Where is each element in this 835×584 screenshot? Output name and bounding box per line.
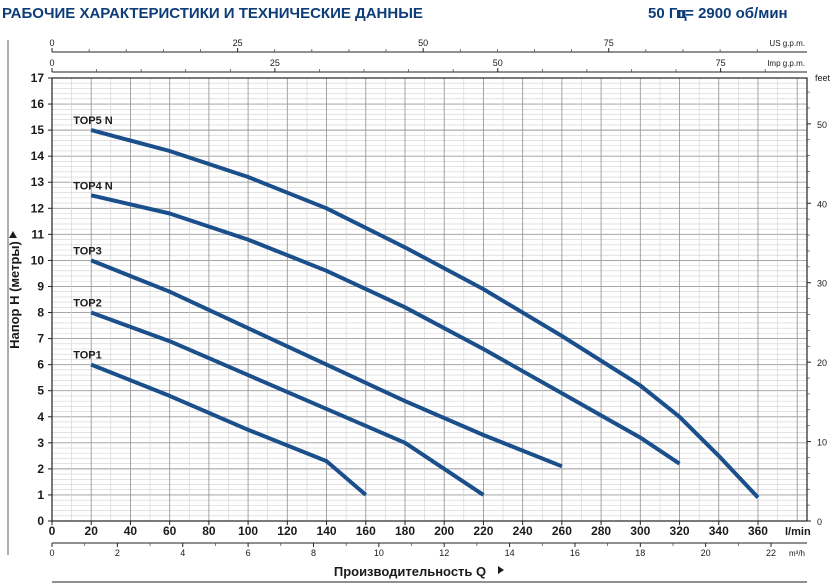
y-axis-title: Напор H (метры) xyxy=(7,241,22,349)
y-tick-label: 6 xyxy=(37,358,44,372)
feet-tick-label: 10 xyxy=(817,438,827,448)
y-tick-label: 16 xyxy=(31,97,45,111)
feet-unit-label: feet xyxy=(815,73,831,83)
feet-tick-label: 40 xyxy=(817,199,827,209)
series-line xyxy=(90,258,563,469)
x-tick-label: 40 xyxy=(124,524,138,538)
m3h-tick-label: 22 xyxy=(766,548,776,558)
us-gpm-tick-label: 25 xyxy=(233,38,243,48)
series-line xyxy=(90,128,760,499)
y-tick-label: 7 xyxy=(37,332,44,346)
x-tick-label: 360 xyxy=(748,524,768,538)
imp-gpm-unit-label: Imp g.p.m. xyxy=(767,59,805,68)
y-tick-label: 3 xyxy=(37,436,44,450)
series-label: TOP5 N xyxy=(73,115,113,127)
m3h-tick-label: 16 xyxy=(570,548,580,558)
frequency-label: 50 Гц xyxy=(648,5,687,22)
us-gpm-tick-label: 50 xyxy=(418,38,428,48)
series-label: TOP2 xyxy=(73,298,102,310)
chart-title: РАБОЧИЕ ХАРАКТЕРИСТИКИ И ТЕХНИЧЕСКИЕ ДАН… xyxy=(2,5,423,22)
series-label: TOP4 N xyxy=(73,180,113,192)
y-tick-label: 2 xyxy=(37,462,44,476)
x-tick-label: 60 xyxy=(163,524,177,538)
y-tick-label: 11 xyxy=(31,227,44,241)
feet-tick-label: 30 xyxy=(817,279,827,289)
y-tick-label: 4 xyxy=(37,410,44,424)
y-tick-label: 12 xyxy=(31,201,45,215)
x-tick-label: 300 xyxy=(630,524,650,538)
y-tick-label: 10 xyxy=(31,253,45,267)
grid xyxy=(52,77,807,522)
x-tick-label: 320 xyxy=(670,524,690,538)
x-tick-label: 200 xyxy=(434,524,454,538)
m3h-tick-label: 20 xyxy=(701,548,711,558)
m3h-tick-label: 14 xyxy=(505,548,515,558)
series-label: TOP1 xyxy=(73,350,102,362)
m3h-tick-label: 0 xyxy=(49,548,54,558)
m3h-tick-label: 18 xyxy=(635,548,645,558)
x-tick-label: 0 xyxy=(49,524,56,538)
x-tick-label: 340 xyxy=(709,524,729,538)
imp-gpm-tick-label: 25 xyxy=(270,58,280,68)
m3h-tick-label: 2 xyxy=(115,548,120,558)
feet-tick-label: 50 xyxy=(817,120,827,130)
x-tick-label: 20 xyxy=(85,524,99,538)
speed-label: n= 2900 об/мин xyxy=(676,5,788,22)
y-tick-label: 15 xyxy=(31,123,45,137)
x-tick-label: 100 xyxy=(238,524,258,538)
x-tick-label: 240 xyxy=(513,524,533,538)
us-gpm-tick-label: 75 xyxy=(604,38,614,48)
m3h-tick-label: 10 xyxy=(374,548,384,558)
y-tick-label: 9 xyxy=(37,279,44,293)
m3h-tick-label: 6 xyxy=(246,548,251,558)
series-line xyxy=(90,193,681,466)
series-line xyxy=(90,310,485,497)
series-line xyxy=(90,362,368,497)
y-tick-label: 8 xyxy=(37,306,44,320)
y-tick-label: 13 xyxy=(31,175,45,189)
x-tick-label: 160 xyxy=(356,524,376,538)
m3h-tick-label: 4 xyxy=(180,548,185,558)
imp-gpm-tick-label: 0 xyxy=(49,58,54,68)
imp-gpm-tick-label: 50 xyxy=(493,58,503,68)
labels: 0123456789101112131415161701020304050fee… xyxy=(7,38,831,579)
x-tick-label: 180 xyxy=(395,524,415,538)
m3h-tick-label: 12 xyxy=(439,548,449,558)
x-tick-label: 260 xyxy=(552,524,572,538)
y-tick-label: 0 xyxy=(37,514,44,528)
x-tick-label: 140 xyxy=(317,524,337,538)
series-group xyxy=(90,128,760,499)
m3h-tick-label: 8 xyxy=(311,548,316,558)
y-tick-label: 1 xyxy=(37,488,44,502)
imp-gpm-tick-label: 75 xyxy=(716,58,726,68)
series-label: TOP3 xyxy=(73,245,102,257)
y-axis-arrow-icon xyxy=(9,231,17,238)
y-tick-label: 5 xyxy=(37,384,44,398)
x-tick-label: 280 xyxy=(591,524,611,538)
lpm-unit-label: l/min xyxy=(785,526,811,538)
axes xyxy=(7,40,811,583)
us-gpm-tick-label: 0 xyxy=(49,38,54,48)
y-tick-label: 14 xyxy=(31,149,45,163)
x-tick-label: 120 xyxy=(277,524,297,538)
feet-tick-label: 20 xyxy=(817,358,827,368)
us-gpm-unit-label: US g.p.m. xyxy=(769,39,805,48)
x-axis-arrow-icon xyxy=(498,566,504,574)
y-tick-label: 17 xyxy=(31,71,45,85)
x-tick-label: 80 xyxy=(202,524,216,538)
x-axis-title: Производительность Q xyxy=(334,564,486,579)
feet-tick-label: 0 xyxy=(817,517,822,527)
plot-frame xyxy=(51,77,808,522)
m3h-unit-label: m³/h xyxy=(789,549,805,558)
x-tick-label: 220 xyxy=(473,524,493,538)
